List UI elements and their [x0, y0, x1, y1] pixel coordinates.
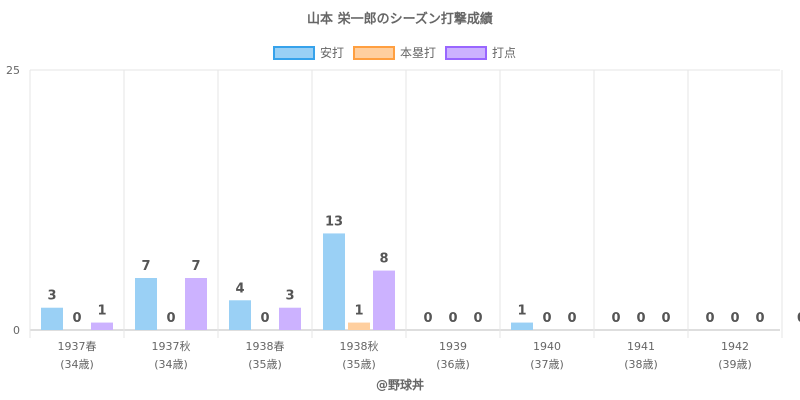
x-tick-season: 1938秋: [340, 339, 379, 353]
data-label: 0: [661, 311, 670, 326]
data-label: 0: [611, 311, 620, 326]
data-label: 7: [141, 259, 150, 274]
legend-label: 安打: [320, 45, 344, 60]
x-tick-season: 1938春: [246, 340, 285, 353]
legend-label: 打点: [492, 46, 516, 60]
data-label: 0: [166, 311, 175, 326]
x-tick-season: 1941: [627, 340, 655, 353]
x-tick-age: (34歳): [154, 358, 188, 371]
data-label: 0: [72, 311, 81, 326]
data-label: 8: [379, 252, 388, 267]
data-label: 13: [325, 214, 343, 229]
data-label: 0: [636, 311, 645, 326]
data-labels: 3 0 1 7 0 7 4 0 3 13 1 8 0 0 0 1 0 0 0 0 0 0 0 0 0: [47, 214, 800, 326]
legend-swatch: [273, 46, 315, 60]
x-axis-ticks: 1937春 (34歳) 1937秋 (34歳) 1938春 (35歳) 1938秋 (35歳)…: [58, 339, 752, 371]
x-tick-age: (39歳): [718, 358, 752, 371]
data-label: 3: [285, 289, 294, 304]
credit-text: @野球丼: [376, 377, 424, 392]
bar-hits: [511, 322, 533, 330]
legend-swatch: [353, 46, 395, 60]
data-label: 0: [705, 311, 714, 326]
data-label: 0: [542, 311, 551, 326]
x-tick-age: (35歳): [342, 358, 376, 371]
bar-rbi: [185, 278, 207, 330]
legend-label: 本塁打: [400, 46, 436, 60]
legend-swatch: [445, 46, 487, 60]
chart-title: 山本 栄一郎のシーズン打撃成績: [307, 11, 493, 27]
bar-rbi: [91, 322, 113, 330]
bar-hits: [229, 300, 251, 330]
x-tick-age: (36歳): [436, 358, 470, 371]
data-label: 0: [567, 311, 576, 326]
data-label: 0: [448, 311, 457, 326]
bar-hits: [323, 233, 345, 330]
data-label: 7: [191, 259, 200, 274]
bar-homeruns: [348, 322, 370, 330]
x-tick-season: 1937春: [58, 340, 97, 353]
data-label: 0: [473, 311, 482, 326]
data-label: 1: [97, 304, 106, 319]
bars: [41, 233, 533, 330]
data-label: 3: [47, 289, 56, 304]
data-label: 1: [354, 304, 363, 319]
y-tick-label: 0: [13, 324, 20, 337]
data-label: 0: [755, 311, 764, 326]
x-tick-season: 1940: [533, 340, 561, 353]
x-tick-age: (38歳): [624, 358, 658, 371]
bar-hits: [135, 278, 157, 330]
bar-hits: [41, 307, 63, 330]
data-label: 0: [730, 311, 739, 326]
x-tick-age: (37歳): [530, 358, 564, 371]
x-tick-season: 1942: [721, 340, 749, 353]
bar-rbi: [373, 270, 395, 330]
legend: 安打 本塁打 打点: [273, 45, 516, 60]
data-label: 1: [517, 304, 526, 319]
x-tick-season: 1939: [439, 340, 467, 353]
y-tick-label: 25: [6, 64, 20, 77]
data-label: 0: [260, 311, 269, 326]
data-label-clipped: 0: [797, 311, 800, 326]
data-label: 0: [423, 311, 432, 326]
x-tick-season: 1937秋: [152, 339, 191, 353]
y-axis-ticks: 0 25: [6, 64, 20, 337]
data-label: 4: [235, 281, 244, 296]
x-tick-age: (34歳): [60, 358, 94, 371]
x-tick-age: (35歳): [248, 358, 282, 371]
bar-rbi: [279, 307, 301, 330]
